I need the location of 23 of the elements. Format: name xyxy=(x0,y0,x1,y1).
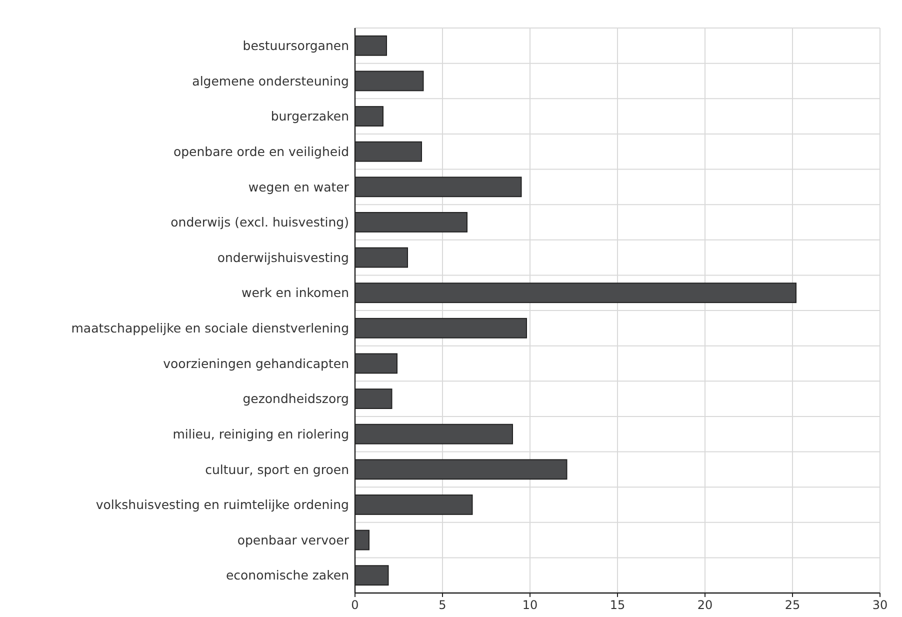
y-tick-label: bestuursorganen xyxy=(242,38,349,54)
y-tick-label: werk en inkomen xyxy=(242,285,349,300)
y-tick-label: cultuur, sport en groen xyxy=(205,462,349,477)
y-tick-label: onderwijshuisvesting xyxy=(217,250,349,265)
y-tick-label: openbare orde en veiligheid xyxy=(173,144,349,159)
y-tick-label: onderwijs (excl. huisvesting) xyxy=(170,214,349,230)
y-tick-label: wegen en water xyxy=(248,179,350,194)
y-tick-label: maatschappelijke en sociale dienstverlening xyxy=(71,320,349,336)
x-tick-label: 30 xyxy=(872,598,888,612)
x-tick-label: 25 xyxy=(784,598,800,612)
y-tick-label: gezondheidszorg xyxy=(242,391,349,406)
y-tick-label: algemene ondersteuning xyxy=(192,73,349,88)
y-tick-label: burgerzaken xyxy=(270,108,349,124)
y-tick-label: milieu, reiniging en riolering xyxy=(172,426,349,442)
x-tick-label: 0 xyxy=(351,598,359,612)
y-tick-label: openbaar vervoer xyxy=(237,532,350,548)
x-tick-label: 5 xyxy=(438,598,446,612)
y-tick-label: economische zaken xyxy=(226,568,349,583)
x-tick-label: 20 xyxy=(697,598,713,612)
y-tick-label: volkshuisvesting en ruimtelijke ordening xyxy=(96,497,349,512)
x-tick-label: 10 xyxy=(522,598,538,612)
y-tick-label: voorzieningen gehandicapten xyxy=(163,356,349,371)
x-tick-label: 15 xyxy=(610,598,626,612)
